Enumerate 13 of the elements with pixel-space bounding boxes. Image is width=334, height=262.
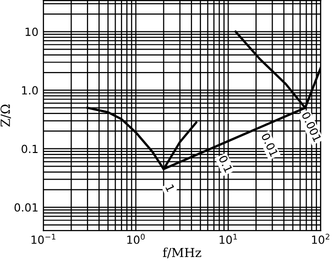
annotation: 0.1 xyxy=(218,154,233,173)
y-axis-title: Z/Ω xyxy=(0,104,11,127)
y-tick-label: 0.01 xyxy=(14,203,38,212)
x-tick-label: 10$^{1}$ xyxy=(220,234,237,244)
annotation: 1 xyxy=(165,184,175,192)
annotation: 0.01 xyxy=(261,132,278,157)
x-axis-title: f/MHz xyxy=(162,248,202,258)
x-tick-label: 10$^{0}$ xyxy=(127,234,145,244)
x-tick-label: 10$^{2}$ xyxy=(312,234,330,244)
y-tick-label: 10 xyxy=(26,28,38,36)
y-tick-label: 0.1 xyxy=(22,144,38,154)
y-tick-label: 1.0 xyxy=(22,86,38,95)
x-tick-label: 10$^{−1}$ xyxy=(32,234,56,244)
